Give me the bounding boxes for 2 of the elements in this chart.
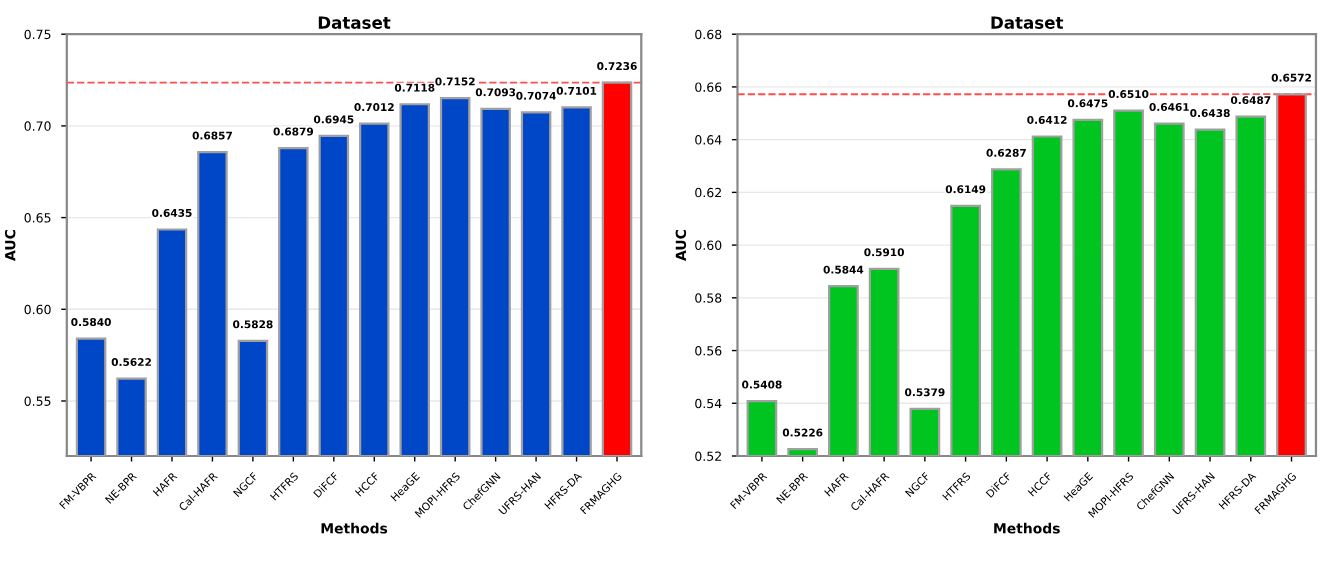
chart-title: Dataset xyxy=(991,16,1064,29)
chart-title: Dataset xyxy=(318,16,391,29)
